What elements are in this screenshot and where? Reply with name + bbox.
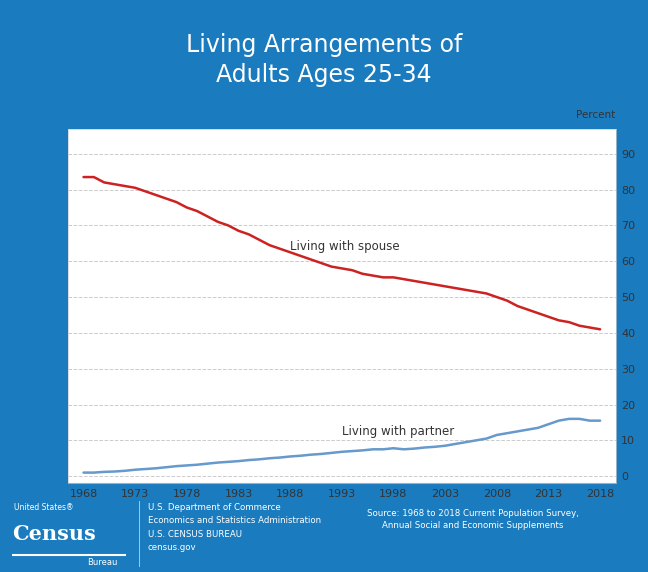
Text: Living with spouse: Living with spouse — [290, 240, 400, 253]
Text: Source: 1968 to 2018 Current Population Survey,
Annual Social and Economic Suppl: Source: 1968 to 2018 Current Population … — [367, 509, 579, 530]
Text: United States®: United States® — [14, 502, 74, 511]
Text: Bureau: Bureau — [87, 558, 118, 567]
Text: Living with partner: Living with partner — [341, 425, 454, 438]
Text: U.S. Department of Commerce
Economics and Statistics Administration
U.S. CENSUS : U.S. Department of Commerce Economics an… — [148, 502, 321, 552]
Text: Living Arrangements of
Adults Ages 25-34: Living Arrangements of Adults Ages 25-34 — [186, 33, 462, 87]
Text: Census: Census — [12, 524, 95, 544]
Text: Percent: Percent — [576, 110, 616, 120]
